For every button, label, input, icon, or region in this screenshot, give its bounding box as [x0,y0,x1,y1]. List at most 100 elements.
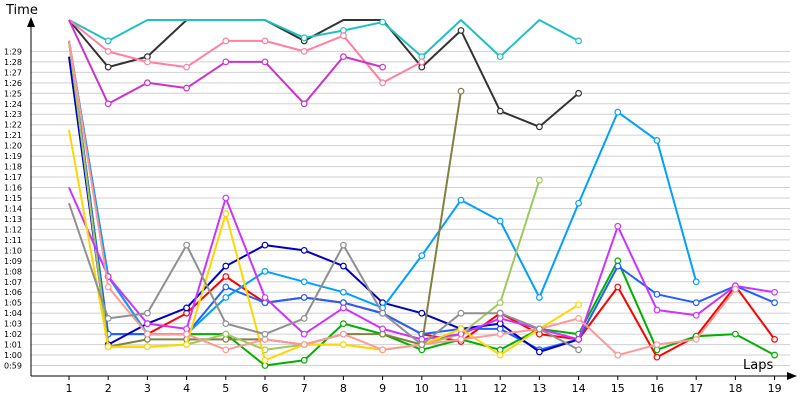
data-point [183,241,191,249]
x-tick-label: 9 [379,382,386,395]
series [68,40,739,359]
x-tick-label: 7 [301,382,308,395]
data-point [379,79,387,87]
data-point [104,48,112,55]
data-point [536,348,543,356]
data-point [614,351,622,359]
x-tick-label: 6 [262,382,269,395]
y-axis-arrow [27,17,35,27]
data-point [222,273,230,280]
y-tick-label: 1:16 [4,184,22,193]
data-point [340,330,347,338]
data-point [143,330,151,338]
data-point [575,335,582,343]
data-point [222,330,230,338]
data-point [653,341,661,348]
y-tick-label: 1:14 [4,204,22,213]
y-tick-label: 0:59 [4,362,22,371]
data-point [261,356,269,364]
y-tick-label: 1:15 [4,194,22,203]
data-point [418,309,426,317]
data-point [732,330,739,338]
data-point [614,222,622,230]
x-axis-title: Laps [743,358,773,373]
data-point [300,48,308,55]
data-point [340,32,347,40]
data-point [340,241,347,249]
y-tick-label: 1:11 [4,236,22,245]
data-point [104,100,112,108]
series-line [68,19,580,58]
series-line [68,56,579,353]
data-point [496,309,504,317]
series-line [68,19,423,84]
x-tick-label: 10 [415,382,429,395]
data-point [104,315,112,322]
data-point [771,299,778,307]
data-point [692,311,700,319]
data-point [692,335,700,343]
data-point [143,320,151,328]
x-tick-label: 3 [144,382,151,395]
data-point [457,27,465,34]
data-point [300,356,308,364]
x-tick-label: 14 [572,382,586,395]
x-tick-label: 17 [689,382,703,395]
data-point [143,309,151,317]
data-point [536,294,543,301]
series [68,18,582,61]
gridlines [31,50,790,367]
data-point [614,108,622,116]
y-tick-label: 1:27 [4,68,22,77]
data-point [575,346,582,354]
x-tick-label: 12 [493,382,507,395]
data-point [300,34,308,42]
data-point [222,210,230,218]
series-line [68,40,737,357]
y-tick-label: 1:18 [4,163,22,172]
data-point [222,320,230,328]
data-point [692,278,700,286]
data-point [575,89,582,97]
data-point [771,351,778,359]
data-point [496,351,504,359]
data-point [496,217,504,225]
data-point [300,315,308,322]
data-point [340,341,347,348]
data-point [183,63,191,71]
data-point [222,194,230,202]
data-point [104,343,112,351]
data-point [222,283,230,291]
data-point [496,330,504,338]
data-point [340,262,347,270]
data-point [222,262,230,270]
series [68,56,582,356]
y-tick-label: 1:08 [4,267,22,276]
data-point [300,246,308,254]
data-point [379,346,387,354]
series [68,19,387,108]
data-point [418,58,426,66]
data-point [222,346,230,354]
data-point [653,306,661,314]
y-tick-label: 1:01 [4,341,22,350]
data-point [222,294,230,301]
series-line [68,187,775,341]
data-point [614,262,622,270]
series-line [68,19,580,128]
y-tick-label: 1:13 [4,215,22,224]
data-point [496,299,504,307]
data-point [340,320,347,328]
data-point [222,37,230,45]
y-tick-label: 1:28 [4,58,22,67]
data-point [771,288,778,296]
x-tick-label: 5 [222,382,229,395]
series-line [68,202,580,351]
data-point [261,241,269,249]
data-point [143,58,151,66]
data-point [379,325,387,333]
y-tick-label: 1:17 [4,173,22,182]
series-line [68,40,776,367]
axes [27,17,797,380]
